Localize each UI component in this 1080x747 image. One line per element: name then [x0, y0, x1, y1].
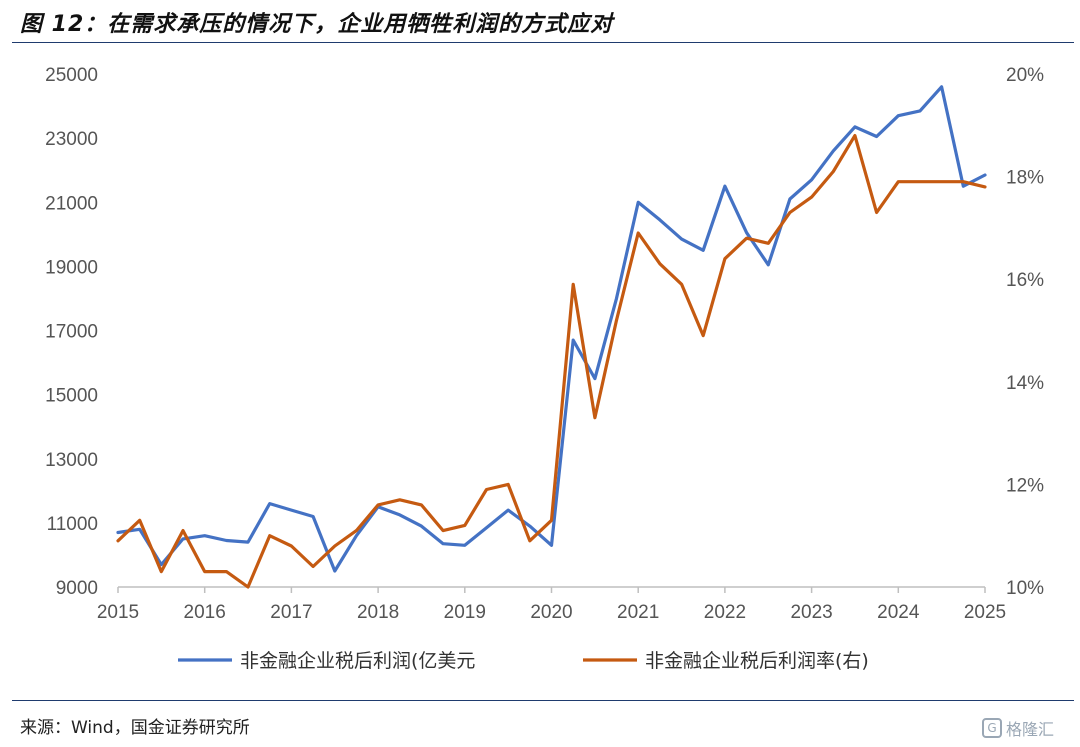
y-left-tick-label: 25000 — [45, 65, 98, 86]
y-left-tick-label: 23000 — [45, 129, 98, 150]
series-line-margin — [116, 134, 987, 589]
series-line-profit — [116, 85, 987, 573]
y-left-tick-label: 9000 — [56, 578, 98, 599]
source-note: 来源：Wind，国金证券研究所 — [20, 718, 250, 738]
legend-item-profit: 非金融企业税后利润(亿美元 — [178, 650, 475, 672]
y-right-tick-label: 14% — [1006, 373, 1044, 394]
y-left-tick-label: 21000 — [45, 193, 98, 214]
x-tick-label: 2024 — [877, 602, 920, 623]
y-right-tick-label: 16% — [1006, 270, 1044, 291]
y-right-tick-label: 10% — [1006, 578, 1044, 599]
y-right-tick-label: 18% — [1006, 168, 1044, 189]
watermark: G 格隆汇 — [982, 716, 1054, 740]
x-tick-label: 2019 — [444, 602, 486, 623]
legend-label: 非金融企业税后利润率(右) — [645, 650, 869, 672]
legend-label: 非金融企业税后利润(亿美元 — [240, 650, 475, 672]
y-left-tick-label: 13000 — [45, 450, 98, 471]
y-left-tick-label: 11000 — [47, 514, 98, 535]
x-tick-label: 2016 — [184, 602, 226, 623]
y-right-tick-label: 20% — [1006, 65, 1044, 86]
x-tick-label: 2018 — [357, 602, 399, 623]
watermark-text: 格隆汇 — [1006, 720, 1055, 739]
x-tick-label: 2021 — [617, 602, 659, 623]
x-tick-label: 2017 — [270, 602, 312, 623]
chart-title: 图 12：在需求承压的情况下，企业用牺牲利润的方式应对 — [20, 12, 614, 37]
y-left-tick-label: 17000 — [45, 322, 98, 343]
watermark-logo-icon: G — [982, 718, 1002, 738]
x-tick-label: 2020 — [530, 602, 572, 623]
title-divider — [12, 42, 1074, 43]
source-divider — [12, 700, 1074, 701]
y-right-tick-label: 12% — [1006, 475, 1044, 496]
x-tick-label: 2022 — [704, 602, 746, 623]
y-left-tick-label: 15000 — [45, 386, 98, 407]
legend-item-margin: 非金融企业税后利润率(右) — [583, 650, 869, 672]
dual-axis-line-chart: 2015 2016 2017 2018 2019 2020 2021 2022 2023 2024… — [45, 65, 1044, 672]
x-tick-label: 2023 — [790, 602, 832, 623]
y-left-tick-label: 19000 — [45, 257, 98, 278]
x-tick-label: 2015 — [97, 602, 139, 623]
x-tick-label: 2025 — [964, 602, 1006, 623]
